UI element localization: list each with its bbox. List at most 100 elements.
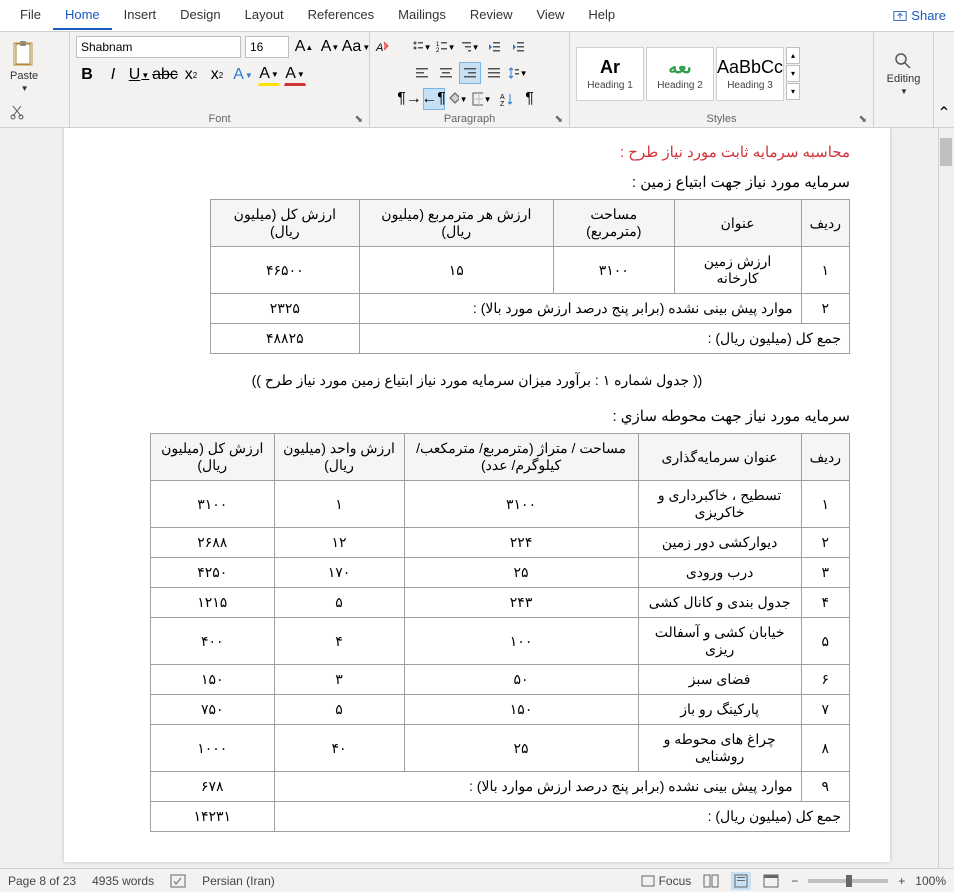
text-effects-button[interactable]: A▼ — [232, 64, 254, 86]
highlight-button[interactable]: A▼ — [258, 64, 280, 86]
editing-button[interactable]: Editing ▼ — [887, 51, 921, 96]
menu-tab-insert[interactable]: Insert — [112, 1, 169, 30]
underline-button[interactable]: U▼ — [128, 64, 150, 86]
language-indicator[interactable]: Persian (Iran) — [202, 874, 275, 888]
web-layout-button[interactable] — [761, 872, 781, 890]
cell: ۱۰۰ — [404, 618, 638, 665]
ltr-button[interactable]: ¶→ — [399, 88, 421, 110]
scrollbar[interactable] — [938, 128, 954, 868]
numbering-button[interactable]: 12▼ — [435, 36, 457, 58]
styles-launcher[interactable]: ⬊ — [859, 114, 867, 125]
cell: ۵۰ — [404, 665, 638, 695]
menu-tab-references[interactable]: References — [296, 1, 386, 30]
style-heading-3[interactable]: AaBbCcHeading 3 — [716, 47, 784, 101]
dec-indent-icon — [487, 40, 501, 54]
numbering-icon: 12 — [436, 40, 447, 54]
cell: ۶ — [801, 665, 849, 695]
bullets-button[interactable]: ▼ — [411, 36, 433, 58]
styles-more[interactable]: ▾ — [786, 83, 800, 100]
col-header: ارزش واحد (میلیون ریال) — [274, 434, 404, 481]
menu-tab-mailings[interactable]: Mailings — [386, 1, 458, 30]
cell: پارکینگ رو باز — [638, 695, 801, 725]
align-left-button[interactable] — [411, 62, 433, 84]
multilevel-button[interactable]: ▼ — [459, 36, 481, 58]
sort-icon: AZ — [499, 92, 513, 106]
borders-button[interactable]: ▼ — [471, 88, 493, 110]
spell-icon[interactable] — [170, 874, 186, 888]
styles-up[interactable]: ▴ — [786, 47, 800, 64]
focus-mode[interactable]: Focus — [641, 874, 692, 888]
styles-down[interactable]: ▾ — [786, 65, 800, 82]
font-size-select[interactable] — [245, 36, 289, 58]
justify-button[interactable] — [483, 62, 505, 84]
read-mode-button[interactable] — [701, 872, 721, 890]
menu-tab-help[interactable]: Help — [576, 1, 627, 30]
styles-label: Styles — [707, 113, 737, 125]
svg-text:A: A — [500, 94, 505, 101]
zoom-handle[interactable] — [846, 875, 852, 887]
share-button[interactable]: Share — [893, 8, 946, 23]
bold-button[interactable]: B — [76, 64, 98, 86]
page-heading: محاسبه سرمایه ثابت مورد نیاز طرح : — [104, 143, 850, 161]
align-center-button[interactable] — [435, 62, 457, 84]
table-row: ۳درب ورودی۲۵۱۷۰۴۲۵۰ — [151, 558, 850, 588]
word-count[interactable]: 4935 words — [92, 874, 154, 888]
subscript-button[interactable]: x2 — [180, 64, 202, 86]
style-heading-1[interactable]: ArHeading 1 — [576, 47, 644, 101]
collapse-ribbon[interactable]: ⌃ — [934, 32, 954, 127]
menu-tab-layout[interactable]: Layout — [233, 1, 296, 30]
scroll-thumb[interactable] — [940, 138, 952, 166]
menu-tab-file[interactable]: File — [8, 1, 53, 30]
cut-button[interactable] — [6, 101, 28, 123]
t2-span-label: موارد پیش بینی نشده (برابر پنج درصد ارزش… — [274, 772, 801, 802]
line-spacing-button[interactable]: ▼ — [507, 62, 529, 84]
strike-button[interactable]: abc — [154, 64, 176, 86]
zoom-level[interactable]: 100% — [915, 874, 946, 888]
sort-button[interactable]: AZ — [495, 88, 517, 110]
font-name-select[interactable] — [76, 36, 241, 58]
rtl-button[interactable]: ←¶ — [423, 88, 445, 110]
style-heading-2[interactable]: ىعەHeading 2 — [646, 47, 714, 101]
table-2: ردیفعنوان سرمایه‌گذاریمساحت / متراژ (متر… — [150, 433, 850, 832]
cell: ۱۲ — [274, 528, 404, 558]
font-launcher[interactable]: ⬊ — [355, 114, 363, 125]
align-right-button[interactable] — [459, 62, 481, 84]
paragraph-launcher[interactable]: ⬊ — [555, 114, 563, 125]
t1-total-label: جمع کل (میلیون ریال) : — [359, 324, 849, 354]
cell: ۳۱۰۰ — [404, 481, 638, 528]
cell: ۴۶۵۰۰ — [211, 247, 360, 294]
zoom-out[interactable]: − — [791, 874, 798, 888]
menu-tab-home[interactable]: Home — [53, 1, 112, 30]
justify-icon — [487, 66, 501, 80]
print-layout-button[interactable] — [731, 872, 751, 890]
cell: ۴۰ — [274, 725, 404, 772]
shading-icon — [448, 92, 459, 106]
page-indicator[interactable]: Page 8 of 23 — [8, 874, 76, 888]
show-marks-button[interactable]: ¶ — [519, 88, 541, 110]
paste-button[interactable]: Paste ▼ — [6, 36, 42, 97]
italic-button[interactable]: I — [102, 64, 124, 86]
cell: فضای سبز — [638, 665, 801, 695]
paragraph-label: Paragraph — [444, 113, 495, 125]
menu-tab-design[interactable]: Design — [168, 1, 232, 30]
cell: ۴۲۵۰ — [151, 558, 275, 588]
cell: ۲۶۸۸ — [151, 528, 275, 558]
multilevel-icon — [460, 40, 471, 54]
grow-font-button[interactable]: A▲ — [293, 36, 315, 58]
change-case-button[interactable]: Aa▼ — [345, 36, 367, 58]
t2-span-value: ۶۷۸ — [151, 772, 275, 802]
font-color-button[interactable]: A▼ — [284, 64, 306, 86]
menu-tab-review[interactable]: Review — [458, 1, 525, 30]
increase-indent-button[interactable] — [507, 36, 529, 58]
superscript-button[interactable]: x2 — [206, 64, 228, 86]
shrink-font-button[interactable]: A▼ — [319, 36, 341, 58]
decrease-indent-button[interactable] — [483, 36, 505, 58]
zoom-in[interactable]: + — [898, 874, 905, 888]
zoom-slider[interactable] — [808, 879, 888, 883]
menu-tab-view[interactable]: View — [524, 1, 576, 30]
cell: ۴۰۰ — [151, 618, 275, 665]
shading-button[interactable]: ▼ — [447, 88, 469, 110]
cut-icon — [9, 104, 25, 120]
align-center-icon — [439, 66, 453, 80]
cell: ۱۲۱۵ — [151, 588, 275, 618]
